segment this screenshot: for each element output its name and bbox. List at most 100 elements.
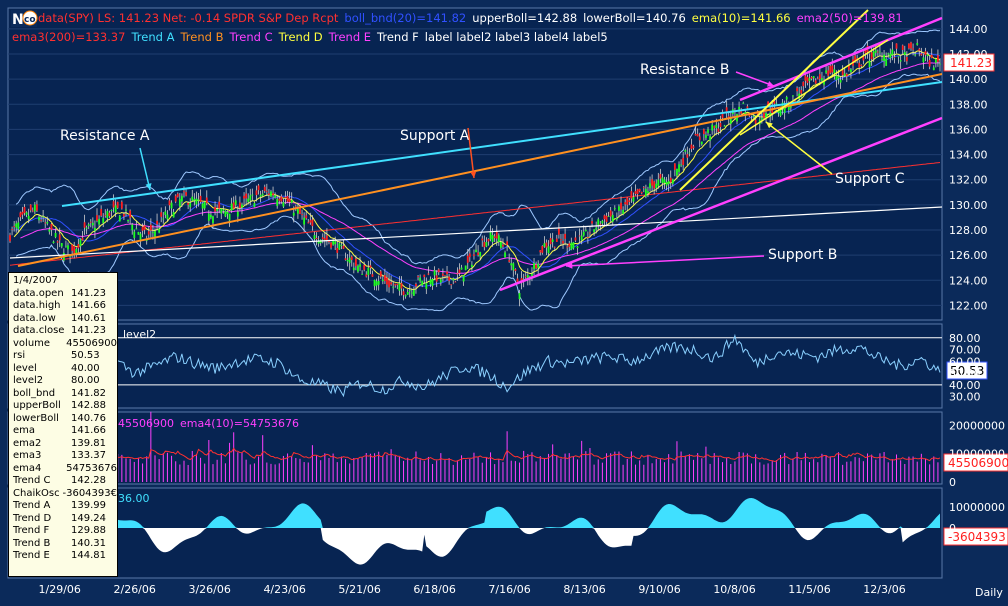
candle bbox=[702, 128, 705, 141]
legend-entry[interactable]: Trend B bbox=[179, 30, 223, 44]
candle bbox=[307, 219, 310, 224]
x-axis-date-label: 5/21/06 bbox=[338, 583, 380, 596]
price-axis-tick-label: 128.00 bbox=[949, 224, 988, 237]
candle bbox=[255, 185, 258, 202]
trend-b-line[interactable] bbox=[17, 73, 943, 267]
candle bbox=[419, 274, 422, 284]
legend-entry[interactable]: ema(10)=141.66 bbox=[692, 11, 791, 25]
candle bbox=[620, 196, 622, 216]
candle bbox=[821, 71, 823, 84]
price-panel[interactable] bbox=[7, 7, 943, 321]
tooltip-value: 149.24 bbox=[71, 512, 106, 524]
candle bbox=[688, 148, 691, 157]
trend-f-line[interactable] bbox=[9, 206, 943, 259]
period-label: Daily bbox=[975, 586, 1003, 599]
candle bbox=[808, 73, 811, 89]
candle bbox=[891, 42, 894, 61]
x-axis-date-label: 7/16/06 bbox=[488, 583, 530, 596]
candle bbox=[669, 170, 672, 190]
candle bbox=[437, 268, 440, 276]
candle bbox=[785, 95, 788, 104]
candle bbox=[87, 222, 90, 229]
tooltip-row: level2 80.00 bbox=[13, 375, 117, 388]
candle bbox=[361, 270, 364, 275]
annotation-arrow bbox=[765, 121, 833, 175]
candle bbox=[535, 261, 538, 270]
candle bbox=[222, 205, 225, 214]
candle bbox=[883, 50, 885, 68]
candle bbox=[116, 201, 119, 209]
x-axis-date-label: 12/3/06 bbox=[863, 583, 905, 596]
candle bbox=[429, 276, 432, 287]
candle bbox=[315, 232, 318, 246]
candle bbox=[33, 201, 36, 215]
candle bbox=[514, 268, 517, 275]
candle bbox=[736, 113, 738, 125]
candle bbox=[589, 226, 591, 238]
annotation-label[interactable]: Support C bbox=[835, 171, 905, 187]
annotation-label[interactable]: Resistance A bbox=[60, 128, 150, 144]
candle bbox=[359, 256, 361, 271]
tooltip-key: upperBoll bbox=[13, 400, 61, 411]
trend-d-line[interactable] bbox=[679, 9, 869, 191]
candle bbox=[118, 214, 121, 222]
legend-entry[interactable]: data(SPY) LS: 141.23 Net: -0.14 SPDR S&P… bbox=[38, 11, 339, 25]
legend-entry[interactable]: upperBoll=142.88 bbox=[472, 11, 577, 25]
candle bbox=[89, 219, 92, 228]
chaikin-positive-area bbox=[10, 498, 940, 528]
candle bbox=[365, 271, 368, 278]
candle bbox=[286, 190, 289, 203]
tooltip-value: 142.88 bbox=[71, 400, 106, 411]
candle bbox=[684, 148, 687, 155]
annotation-label[interactable]: Support B bbox=[768, 247, 837, 263]
candle bbox=[504, 250, 506, 258]
legend-entry[interactable]: ema3(200)=133.37 bbox=[12, 30, 125, 44]
candle bbox=[305, 211, 308, 220]
legend-entry[interactable]: Trend F bbox=[376, 30, 419, 44]
legend-entry[interactable]: Trend A bbox=[130, 30, 174, 44]
candle bbox=[383, 268, 386, 284]
candle bbox=[21, 206, 24, 219]
candle bbox=[912, 43, 914, 56]
candle bbox=[495, 225, 498, 246]
candle bbox=[686, 146, 689, 166]
tooltip-key: level2 bbox=[13, 375, 44, 386]
candle bbox=[218, 196, 221, 214]
candle bbox=[226, 210, 229, 219]
candle bbox=[468, 249, 471, 262]
trend-a-line[interactable] bbox=[61, 81, 943, 207]
annotation-label[interactable]: Support A bbox=[400, 128, 470, 144]
candle bbox=[170, 200, 173, 216]
legend-entry[interactable]: boll_bnd(20)=141.82 bbox=[344, 11, 466, 25]
candle bbox=[114, 199, 117, 218]
legend-entry[interactable]: ema2(50)=139.81 bbox=[797, 11, 903, 25]
tooltip-key: boll_bnd bbox=[13, 387, 56, 399]
candle bbox=[448, 273, 451, 285]
tooltip-value: 50.53 bbox=[71, 350, 100, 361]
legend-entry[interactable]: Trend C bbox=[228, 30, 272, 44]
tooltip-value: -3604393€ bbox=[62, 487, 117, 499]
candle bbox=[44, 218, 47, 229]
chaikin-axis-tick-label: 0 bbox=[949, 522, 956, 535]
legend-entry[interactable]: label label2 label3 label4 label5 bbox=[425, 30, 608, 44]
candle bbox=[512, 262, 515, 277]
candle bbox=[603, 214, 606, 226]
candle bbox=[489, 225, 492, 242]
tooltip-row: Trend E 144.81 bbox=[13, 550, 117, 563]
trend-c-line[interactable] bbox=[499, 116, 943, 292]
candle bbox=[79, 238, 82, 254]
candle bbox=[410, 288, 413, 299]
candle bbox=[284, 191, 287, 204]
trend-d2-line[interactable] bbox=[739, 39, 889, 136]
candle bbox=[879, 44, 881, 57]
annotation-label[interactable]: Resistance B bbox=[640, 62, 730, 78]
candle bbox=[102, 213, 105, 228]
candle bbox=[31, 207, 34, 213]
legend-entry[interactable]: lowerBoll=140.76 bbox=[583, 11, 686, 25]
candle bbox=[905, 51, 908, 65]
legend-entry[interactable]: Trend E bbox=[328, 30, 371, 44]
legend-entry[interactable]: Trend D bbox=[278, 30, 323, 44]
candle bbox=[398, 276, 401, 296]
candle bbox=[288, 191, 291, 207]
